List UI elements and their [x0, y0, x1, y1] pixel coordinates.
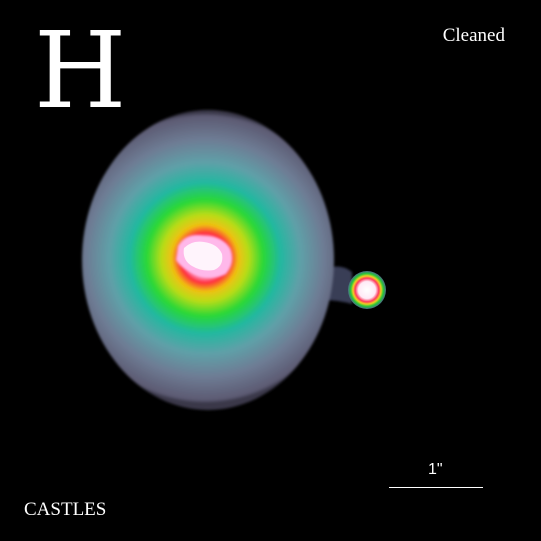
band-label: H — [34, 9, 127, 132]
survey-label: CASTLES — [24, 499, 107, 520]
companion-source — [348, 271, 386, 309]
scale-bar — [389, 487, 483, 488]
processing-label: Cleaned — [442, 25, 505, 46]
scale-bar-label: 1" — [428, 461, 443, 478]
galaxy-core-peak — [183, 241, 223, 271]
